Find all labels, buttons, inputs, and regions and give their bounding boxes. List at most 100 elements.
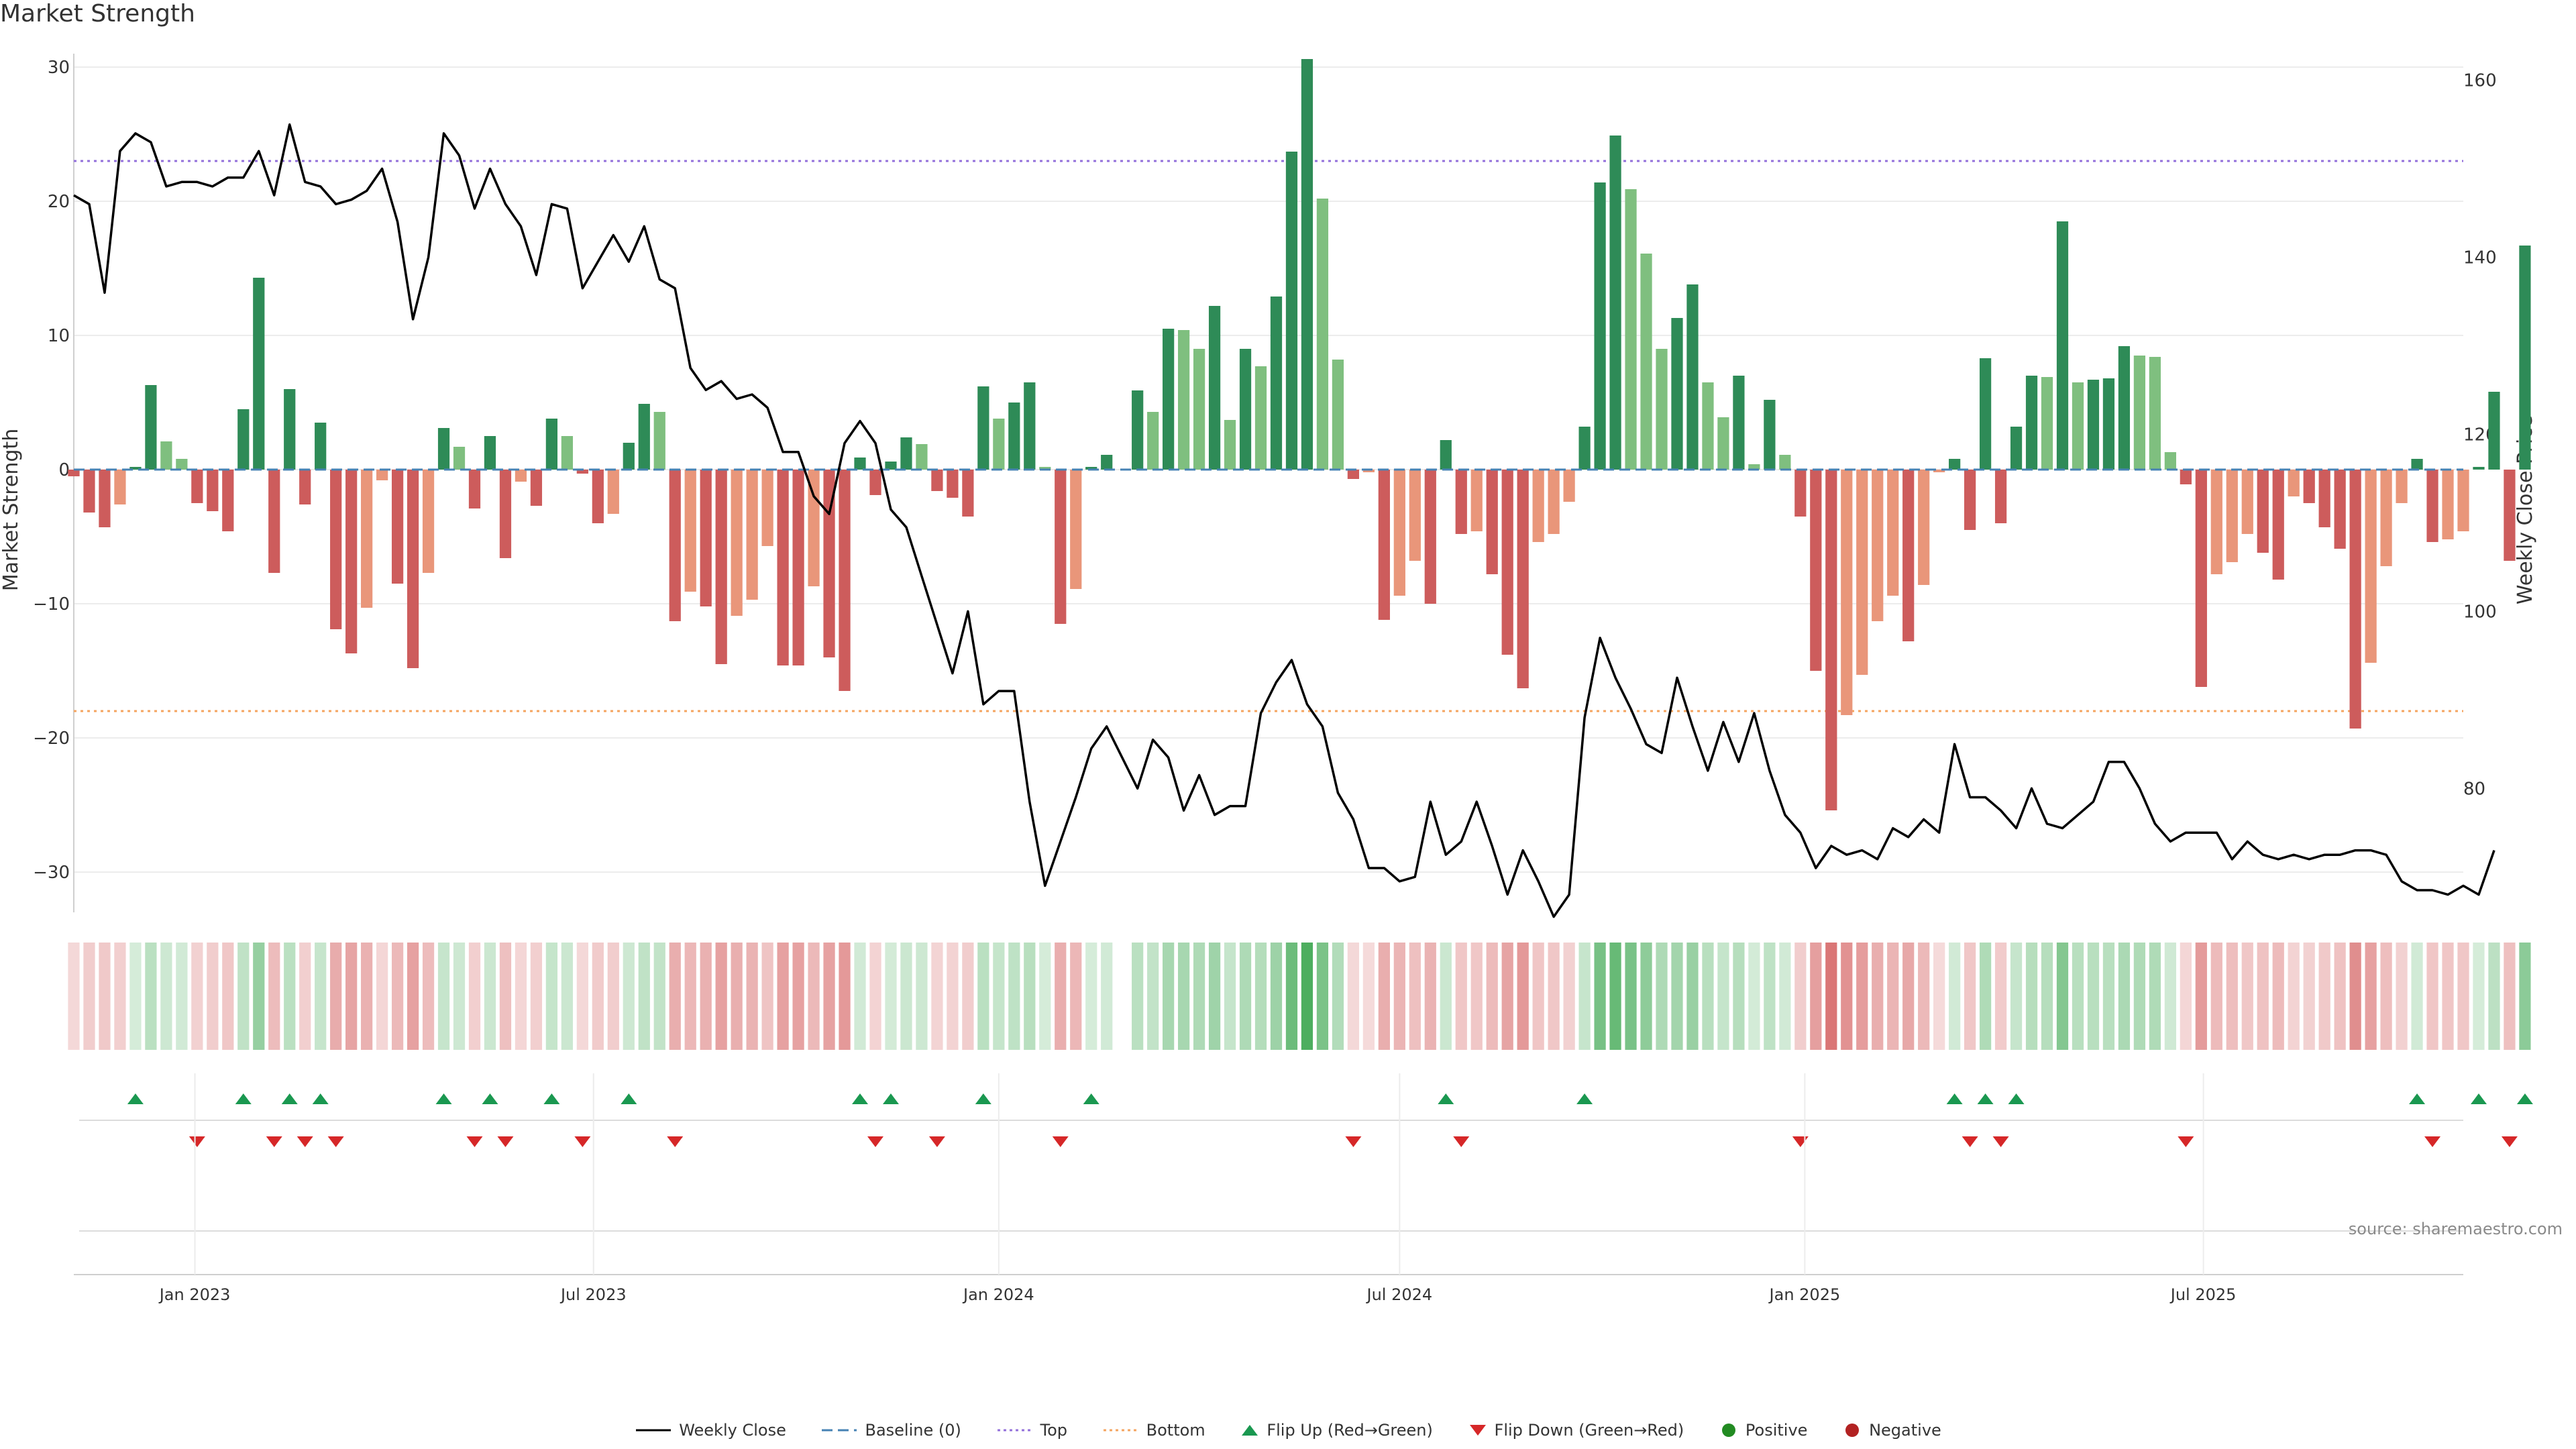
heat-cell xyxy=(2072,943,2084,1050)
strength-bar xyxy=(191,470,203,503)
strength-bar xyxy=(2365,470,2377,663)
strength-bar xyxy=(2426,470,2438,542)
heat-cell xyxy=(422,943,435,1050)
y2-tick-label: 80 xyxy=(2463,779,2485,799)
strength-bar xyxy=(2241,470,2253,534)
flip-down-marker xyxy=(189,1136,205,1147)
flip-up-marker xyxy=(1576,1093,1593,1104)
legend-negative-label: Negative xyxy=(1869,1421,1941,1440)
flip-down-marker xyxy=(867,1136,883,1147)
strength-bar xyxy=(1440,440,1452,470)
strength-bar xyxy=(2318,470,2330,527)
flip-down-marker xyxy=(1792,1136,1809,1147)
strength-bar xyxy=(1702,382,1714,470)
strength-bar xyxy=(869,470,881,495)
strength-bar xyxy=(1532,470,1544,542)
strength-bar xyxy=(916,444,928,470)
heat-cell xyxy=(2056,943,2069,1050)
strength-bar xyxy=(885,462,897,470)
strength-bar xyxy=(1070,470,1082,589)
strength-bar xyxy=(2118,346,2131,470)
heat-cell xyxy=(623,943,635,1050)
y-tick-label: −10 xyxy=(33,594,70,614)
flip-down-marker xyxy=(1052,1136,1069,1147)
heat-cell xyxy=(2257,943,2269,1050)
heat-cell xyxy=(2318,943,2330,1050)
heat-cell xyxy=(1055,943,1067,1050)
heat-cell xyxy=(114,943,126,1050)
flip-up-marker xyxy=(2409,1093,2426,1104)
heat-cell xyxy=(931,943,943,1050)
heat-cell xyxy=(1101,943,1113,1050)
strength-bar xyxy=(1316,199,1329,470)
strength-bar xyxy=(2041,377,2053,470)
strength-bar xyxy=(1008,402,1020,470)
strength-bar xyxy=(1548,470,1560,534)
heat-cell xyxy=(1872,943,1884,1050)
legend-line-icon xyxy=(636,1429,672,1432)
strength-bar xyxy=(1918,470,1930,585)
strength-bar xyxy=(1748,464,1760,470)
strength-bar xyxy=(1794,470,1807,517)
heat-cell xyxy=(1470,943,1483,1050)
heat-cell xyxy=(2226,943,2238,1050)
legend-bottom-label: Bottom xyxy=(1146,1421,1205,1440)
strength-bar xyxy=(437,428,450,470)
strength-bar xyxy=(484,436,496,470)
strength-bar xyxy=(2257,470,2269,553)
heat-cell xyxy=(2149,943,2161,1050)
strength-bar xyxy=(1717,417,1729,470)
heat-cell xyxy=(530,943,543,1050)
flip-down-marker xyxy=(497,1136,514,1147)
heat-cell xyxy=(1779,943,1791,1050)
strength-bar xyxy=(1254,366,1267,470)
flip-down-marker xyxy=(1962,1136,1978,1147)
strength-bar xyxy=(715,470,727,664)
heat-cell xyxy=(499,943,512,1050)
heat-cell xyxy=(484,943,496,1050)
strength-bar xyxy=(2180,470,2192,484)
heat-cell xyxy=(1301,943,1313,1050)
flip-down-marker xyxy=(1992,1136,2009,1147)
strength-bar xyxy=(2010,427,2023,470)
heat-cell xyxy=(1640,943,1652,1050)
heat-cell xyxy=(176,943,188,1050)
strength-bar xyxy=(731,470,743,616)
strength-bar xyxy=(1224,420,1236,470)
legend-baseline: Baseline (0) xyxy=(820,1421,961,1440)
heat-cell xyxy=(1270,943,1283,1050)
heat-cell xyxy=(191,943,203,1050)
strength-bar xyxy=(1563,470,1575,502)
x-tick-label: Jul 2023 xyxy=(559,1285,627,1304)
legend-flip-down: Flip Down (Green→Red) xyxy=(1468,1421,1684,1440)
strength-bar xyxy=(931,470,943,491)
heat-cell xyxy=(2426,943,2438,1050)
flip-down-marker xyxy=(297,1136,313,1147)
heat-cell xyxy=(1440,943,1452,1050)
heat-cell xyxy=(746,943,758,1050)
heat-cell xyxy=(2334,943,2346,1050)
strength-bar xyxy=(1949,459,1961,470)
x-tick-label: Jan 2025 xyxy=(1768,1285,1841,1304)
heat-cell xyxy=(2519,943,2531,1050)
strength-bar xyxy=(1902,470,1915,641)
strength-bar xyxy=(1609,136,1621,470)
heat-cell xyxy=(407,943,419,1050)
strength-bar xyxy=(684,470,696,592)
legend-dot-line-icon xyxy=(997,1429,1032,1432)
heat-cell xyxy=(885,943,897,1050)
x-tick-label: Jul 2025 xyxy=(2169,1285,2237,1304)
heat-cell xyxy=(2488,943,2500,1050)
heat-cell xyxy=(1332,943,1344,1050)
heat-cell xyxy=(1994,943,2007,1050)
strength-bar xyxy=(2164,452,2176,470)
heat-cell xyxy=(1609,943,1621,1050)
heat-cell xyxy=(1902,943,1915,1050)
heat-cell xyxy=(947,943,959,1050)
heat-cell xyxy=(1810,943,1822,1050)
strength-bar xyxy=(2226,470,2238,562)
heat-cell xyxy=(1656,943,1668,1050)
strength-bar xyxy=(1887,470,1899,596)
heat-cell xyxy=(1964,943,1976,1050)
strength-bar xyxy=(2102,378,2115,470)
